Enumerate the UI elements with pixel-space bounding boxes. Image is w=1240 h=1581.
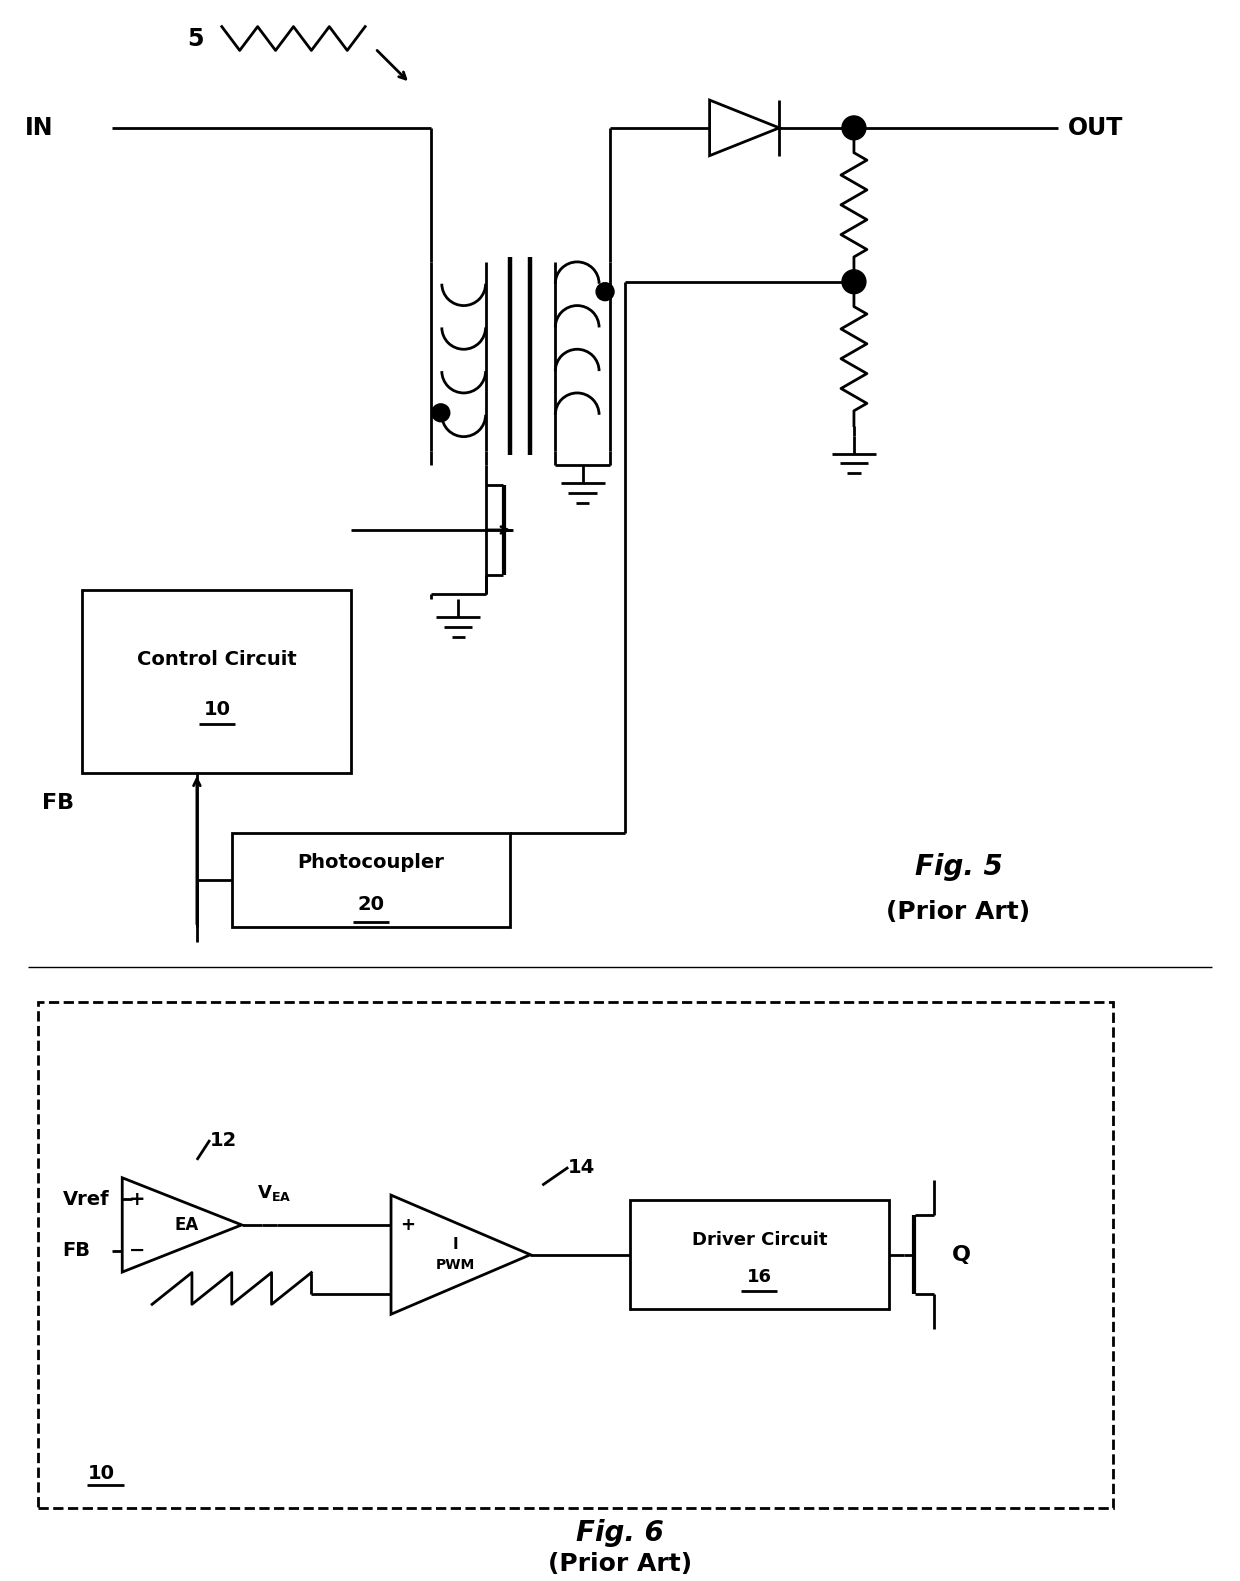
Bar (82, 590, 351, 773)
Text: 14: 14 (568, 1157, 595, 1176)
Text: 10: 10 (203, 700, 231, 719)
Text: Q: Q (951, 1244, 971, 1265)
Text: Vref: Vref (62, 1189, 109, 1208)
Circle shape (432, 403, 450, 422)
Text: 10: 10 (87, 1464, 114, 1483)
Text: EA: EA (175, 1216, 200, 1233)
Text: 5: 5 (187, 27, 203, 51)
Text: +: + (401, 1216, 415, 1233)
Circle shape (842, 115, 866, 139)
Text: Driver Circuit: Driver Circuit (692, 1230, 827, 1249)
Text: +: + (129, 1189, 145, 1208)
Text: (Prior Art): (Prior Art) (548, 1553, 692, 1576)
Bar (37, 1001, 1112, 1508)
Circle shape (842, 270, 866, 294)
Text: FB: FB (42, 794, 74, 813)
Text: 20: 20 (357, 895, 384, 914)
Text: Fig. 5: Fig. 5 (915, 854, 1002, 882)
Text: V$_{\mathbf{EA}}$: V$_{\mathbf{EA}}$ (257, 1183, 291, 1203)
Circle shape (596, 283, 614, 300)
Text: FB: FB (62, 1241, 91, 1260)
Text: 12: 12 (210, 1130, 237, 1149)
Bar (630, 1200, 889, 1309)
Text: IN: IN (25, 115, 53, 139)
Text: −: − (129, 1241, 145, 1260)
Bar (232, 833, 511, 926)
Text: (Prior Art): (Prior Art) (887, 900, 1030, 925)
Text: I: I (453, 1238, 459, 1252)
Text: OUT: OUT (1068, 115, 1123, 139)
Text: Fig. 6: Fig. 6 (577, 1519, 663, 1546)
Text: PWM: PWM (436, 1257, 475, 1271)
Text: Control Circuit: Control Circuit (136, 650, 296, 669)
Text: Photocoupler: Photocoupler (298, 852, 445, 871)
Text: 16: 16 (746, 1268, 771, 1285)
